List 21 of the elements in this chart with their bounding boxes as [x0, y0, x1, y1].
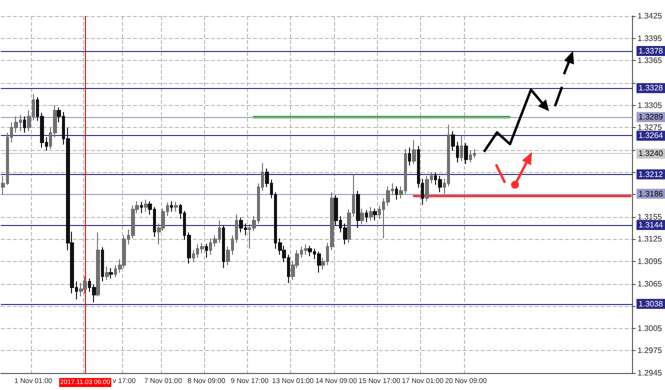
- y-tick-label: 1.3005: [638, 324, 663, 333]
- y-tick-label: 1.3425: [638, 12, 663, 20]
- y-tick-label: 1.3275: [638, 123, 663, 132]
- y-tick-label: 1.3395: [638, 34, 663, 43]
- y-tick-label: 1.3095: [638, 256, 663, 266]
- y-tick-label: 1.3125: [638, 234, 663, 244]
- y-tick-label: 1.3305: [638, 100, 663, 110]
- y-tick-label: 1.2945: [638, 368, 663, 378]
- y-tick-label: 1.3365: [638, 56, 663, 66]
- ref-line-label: 1.3212: [638, 170, 664, 179]
- y-tick-label: 1.3065: [638, 279, 663, 288]
- ref-line-label: 1.3038: [638, 299, 664, 308]
- ref-line-label: 1.3289: [638, 112, 664, 122]
- ref-line-label: 1.3144: [638, 220, 664, 230]
- ref-line-label: 1.3240: [638, 149, 664, 158]
- y-tick-label: 1.3155: [638, 212, 663, 222]
- y-tick-label: 1.2975: [638, 346, 663, 356]
- ref-line-label: 1.3328: [638, 84, 664, 93]
- ref-line-label: 1.3264: [638, 131, 664, 140]
- ref-line-label: 1.3186: [638, 189, 664, 198]
- ref-line-label: 1.3378: [638, 46, 664, 56]
